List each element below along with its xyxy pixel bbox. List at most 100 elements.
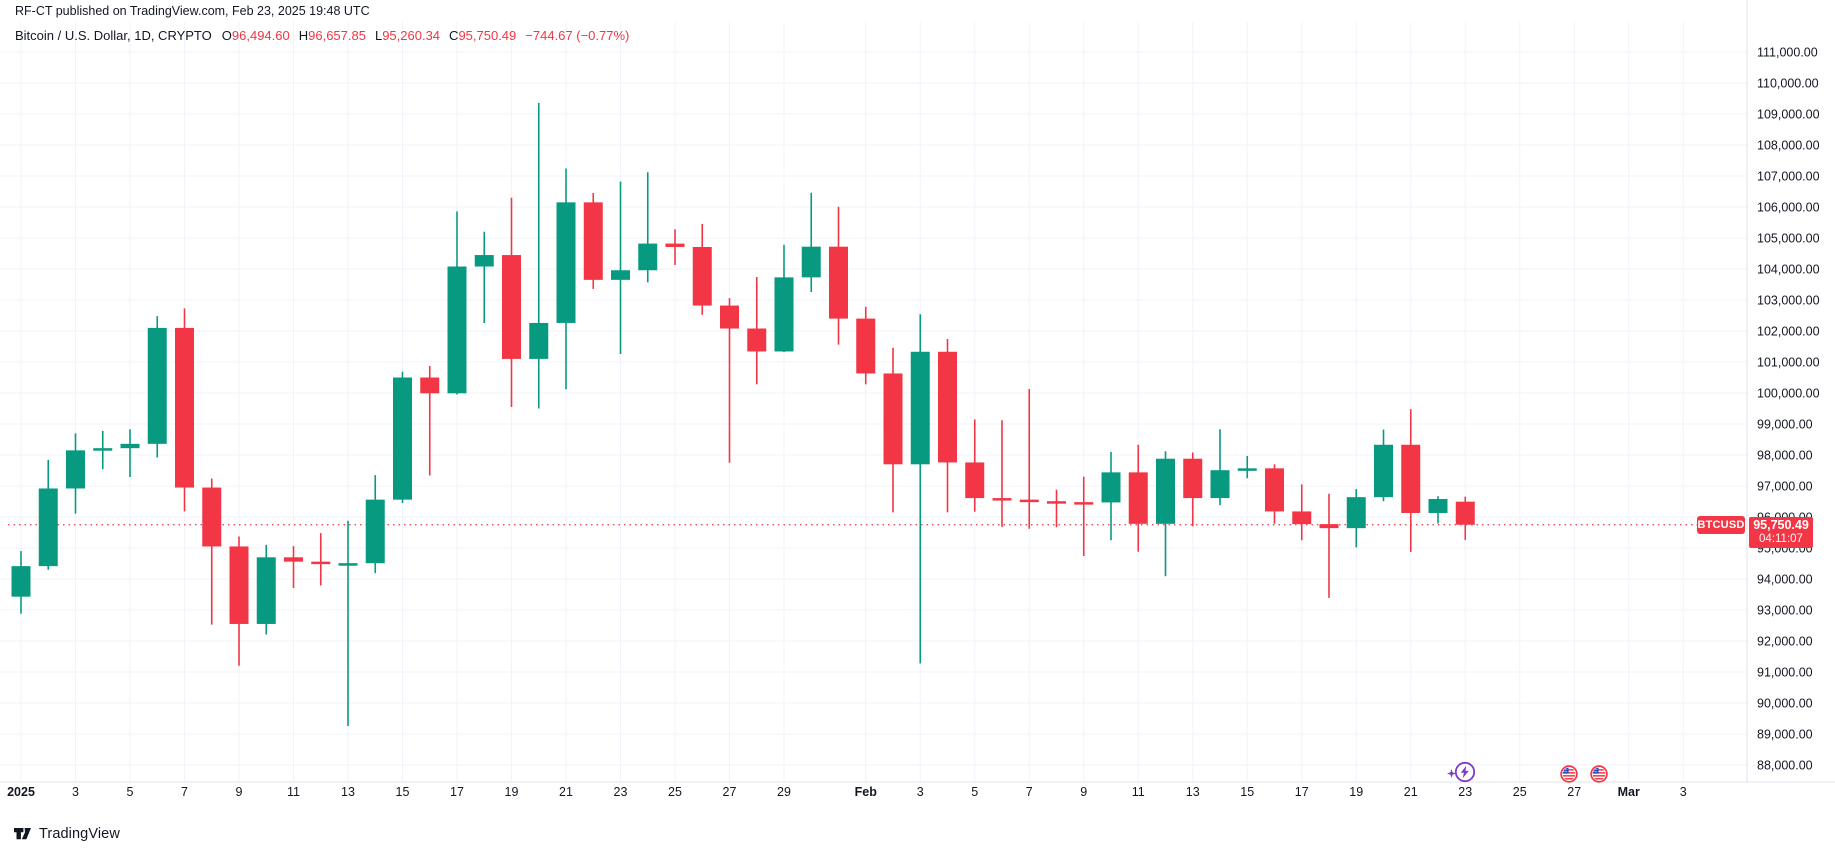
price-axis-label: 99,000.00 (1757, 418, 1813, 432)
time-axis-label: 25 (1513, 785, 1527, 799)
last-price-label[interactable]: 95,750.49 04:11:07 (1749, 516, 1813, 548)
price-axis-label: 105,000.00 (1757, 232, 1820, 246)
time-axis-label: 15 (396, 785, 410, 799)
price-axis-label: 94,000.00 (1757, 573, 1813, 587)
candle-body (202, 487, 222, 547)
candle-body (120, 443, 140, 449)
price-axis-label: 91,000.00 (1757, 666, 1813, 680)
time-axis-label: 21 (559, 785, 573, 799)
candle-body (1019, 499, 1039, 503)
candle-body (1210, 470, 1230, 499)
candle-body (1401, 444, 1421, 513)
candle-body (311, 561, 331, 565)
time-axis-label: 19 (1349, 785, 1363, 799)
candle-body (638, 243, 658, 271)
time-axis-label: 2025 (7, 785, 35, 799)
price-axis-label: 98,000.00 (1757, 449, 1813, 463)
candle-body (829, 246, 848, 319)
candle-body (1374, 444, 1393, 498)
time-axis-label: 15 (1240, 785, 1254, 799)
price-axis-label: 97,000.00 (1757, 480, 1813, 494)
candle-body (365, 499, 385, 564)
time-axis-label: 11 (287, 785, 300, 799)
time-axis-label: Feb (855, 785, 878, 799)
symbol-title[interactable]: Bitcoin / U.S. Dollar, 1D, CRYPTO (15, 28, 212, 43)
candle-body (229, 546, 249, 624)
time-axis-label: 23 (614, 785, 628, 799)
candle-body (747, 328, 767, 352)
time-axis-label: 7 (181, 785, 188, 799)
candle-body (393, 377, 412, 500)
candle-body (256, 557, 276, 624)
candle-body (175, 327, 194, 488)
ohlc-open: O96,494.60 (221, 28, 290, 43)
price-axis-label: 111,000.00 (1757, 46, 1818, 60)
candle-body (611, 270, 630, 280)
time-axis-label: 7 (1026, 785, 1033, 799)
candle-body (11, 566, 31, 597)
candle-body (556, 202, 576, 323)
tradingview-logo[interactable]: TradingView (13, 824, 120, 843)
time-axis-label: 17 (450, 785, 464, 799)
grid-lines (0, 22, 1747, 782)
candle-body (856, 318, 876, 374)
candle-body (420, 377, 440, 394)
candle-body (1428, 499, 1448, 513)
candle-body (801, 246, 821, 278)
candle-body (38, 488, 58, 567)
candle-body (502, 255, 521, 359)
price-axis-label: 109,000.00 (1757, 108, 1820, 122)
candle-body (583, 202, 603, 280)
symbol-price-flag[interactable]: BTCUSD (1697, 515, 1745, 534)
candle-body (66, 450, 85, 489)
time-axis-label: 27 (1567, 785, 1581, 799)
ohlc-close: C95,750.49 (449, 28, 517, 43)
price-axis-label: 90,000.00 (1757, 697, 1813, 711)
candle-body (1455, 501, 1475, 525)
price-axis-label: 101,000.00 (1757, 356, 1820, 370)
price-axis-label: 93,000.00 (1757, 604, 1813, 618)
price-axis-label: 106,000.00 (1757, 201, 1820, 215)
candle-body (447, 266, 467, 394)
candle-body (992, 498, 1012, 501)
price-axis-label: 100,000.00 (1757, 387, 1820, 401)
ohlc-high: H96,657.85 (298, 28, 366, 43)
candle-body (938, 351, 957, 463)
time-axis-label: 21 (1404, 785, 1418, 799)
price-axis-label: 107,000.00 (1757, 170, 1820, 184)
candle-body (284, 557, 303, 562)
time-axis-label: 13 (341, 785, 355, 799)
candle-body (774, 277, 794, 352)
candle-body (147, 327, 167, 444)
candle-body (1128, 472, 1148, 524)
time-axis-label: Mar (1618, 785, 1640, 799)
candle-body (1292, 511, 1312, 525)
candle-body (1265, 468, 1284, 512)
candles (11, 102, 1475, 726)
candle-body (93, 448, 113, 451)
price-axis-label: 102,000.00 (1757, 325, 1820, 339)
candle-body (910, 351, 930, 465)
time-axis-label: 27 (723, 785, 737, 799)
time-axis-label: 9 (1080, 785, 1087, 799)
candle-body (1237, 468, 1257, 471)
candle-body (529, 322, 549, 359)
candle-body (965, 462, 985, 499)
time-axis-label: 3 (72, 785, 79, 799)
candle-body (338, 563, 358, 566)
price-axis-label: 92,000.00 (1757, 635, 1813, 649)
time-axis-label: 5 (971, 785, 978, 799)
price-axis-label: 110,000.00 (1757, 77, 1819, 91)
candle-body (1074, 502, 1094, 505)
candle-body (692, 246, 712, 306)
price-axis-label: 88,000.00 (1757, 759, 1813, 773)
attribution-text: RF-CT published on TradingView.com, Feb … (15, 4, 370, 18)
time-axis-label: 29 (777, 785, 791, 799)
chart-legend: Bitcoin / U.S. Dollar, 1D, CRYPTO O96,49… (15, 28, 629, 43)
ohlc-low: L95,260.34 (374, 28, 441, 43)
price-axis-label: 104,000.00 (1757, 263, 1820, 277)
candle-body (474, 255, 494, 267)
time-axis-label: 13 (1186, 785, 1200, 799)
